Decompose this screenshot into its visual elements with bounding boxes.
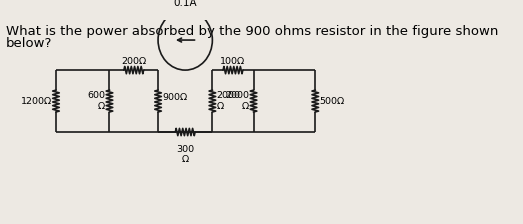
Text: What is the power absorbed by the 900 ohms resistor in the figure shown: What is the power absorbed by the 900 oh… <box>6 26 498 39</box>
Text: 1200Ω: 1200Ω <box>20 97 52 106</box>
Text: 200Ω: 200Ω <box>121 56 146 66</box>
Text: 0.1A: 0.1A <box>174 0 197 8</box>
Text: 600
Ω: 600 Ω <box>87 91 105 111</box>
Text: 300
Ω: 300 Ω <box>176 145 194 164</box>
Text: below?: below? <box>6 37 52 50</box>
Text: 500Ω: 500Ω <box>320 97 345 106</box>
Text: 2000
Ω: 2000 Ω <box>217 91 241 111</box>
Text: 2000
Ω: 2000 Ω <box>225 91 249 111</box>
Text: 100Ω: 100Ω <box>220 56 246 66</box>
Text: 900Ω: 900Ω <box>162 93 187 102</box>
